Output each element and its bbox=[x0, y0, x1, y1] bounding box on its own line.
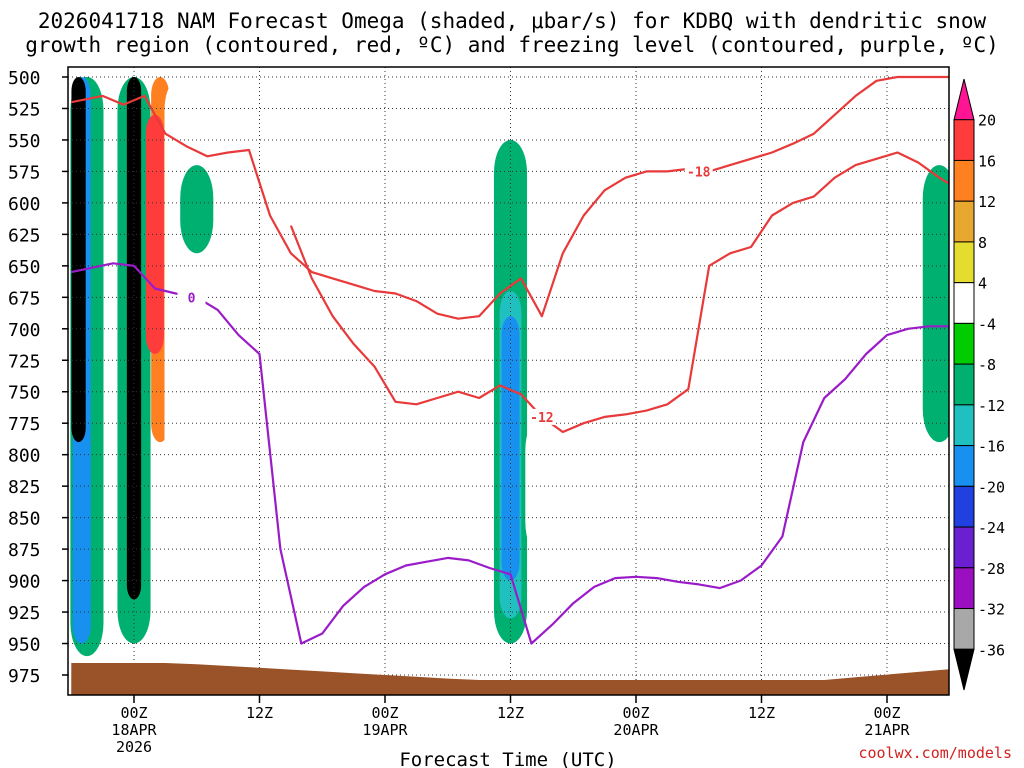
colorbar-swatch bbox=[953, 445, 975, 487]
contour-line-dgz-18c bbox=[71, 75, 949, 320]
omega-shade-region bbox=[126, 77, 142, 600]
omega-shade-region bbox=[337, 77, 371, 279]
x-tick-label: 00Z bbox=[873, 704, 900, 722]
x-tick-label: 00Z bbox=[622, 704, 649, 722]
chart-title-line2: growth region (contoured, red, ºC) and f… bbox=[25, 33, 999, 57]
y-tick-label: 650 bbox=[8, 257, 41, 278]
y-tick-label: 600 bbox=[8, 194, 41, 215]
x-tick-label: 00Z bbox=[120, 704, 147, 722]
y-tick-label: 775 bbox=[8, 414, 41, 435]
colorbar-tick-label: -20 bbox=[978, 478, 1005, 496]
y-tick-label: 500 bbox=[8, 68, 41, 89]
omega-shade-region bbox=[180, 165, 214, 254]
colorbar-tick-label: -12 bbox=[978, 397, 1005, 415]
contour-line-freezing-level-0c bbox=[71, 262, 949, 645]
colorbar-swatch bbox=[953, 200, 975, 243]
colorbar-swatch bbox=[953, 363, 975, 406]
y-tick-label: 850 bbox=[8, 509, 41, 530]
x-tick-label: 12Z bbox=[246, 704, 273, 722]
y-tick-label: 875 bbox=[8, 540, 41, 561]
omega-shade-region bbox=[501, 316, 520, 581]
y-tick-label: 800 bbox=[8, 446, 41, 467]
contour-label: -18 bbox=[687, 165, 711, 180]
omega-shade-region bbox=[279, 215, 313, 354]
colorbar-top-arrow bbox=[953, 78, 975, 121]
x-tick-label: 2026 bbox=[116, 738, 152, 756]
contour-label-bg bbox=[177, 289, 206, 306]
colorbar-tick-label: -32 bbox=[978, 601, 1005, 619]
y-tick-label: 900 bbox=[8, 572, 41, 593]
contour-label: -12 bbox=[530, 411, 553, 426]
x-tick-label: 12Z bbox=[497, 704, 524, 722]
colorbar-bottom-arrow bbox=[953, 648, 975, 691]
colorbar-tick-label: -24 bbox=[978, 519, 1005, 537]
x-tick-label: 21APR bbox=[864, 721, 910, 739]
colorbar-swatch bbox=[953, 404, 975, 447]
contour-label-bg bbox=[684, 163, 713, 180]
colorbar-tick-label: -4 bbox=[978, 315, 996, 333]
colorbar-tick-label: 8 bbox=[978, 234, 987, 252]
x-tick-label: 20APR bbox=[613, 721, 659, 739]
plot-frame bbox=[67, 66, 950, 696]
omega-shade-region bbox=[216, 77, 250, 279]
x-tick-label: 18APR bbox=[111, 721, 157, 739]
y-tick-label: 825 bbox=[8, 477, 41, 498]
contour-label-bg bbox=[527, 408, 556, 425]
y-tick-label: 925 bbox=[8, 603, 41, 624]
colorbar-swatch bbox=[953, 159, 975, 202]
colorbar-swatch bbox=[953, 526, 975, 569]
colorbar-swatch bbox=[953, 608, 975, 650]
colorbar-tick-label: 16 bbox=[978, 152, 996, 170]
terrain-ground bbox=[71, 663, 949, 695]
colorbar-swatch bbox=[953, 485, 975, 528]
omega-shade-region bbox=[478, 77, 512, 128]
x-tick-label: 00Z bbox=[371, 704, 398, 722]
y-tick-label: 625 bbox=[8, 225, 41, 246]
omega-shade-region bbox=[145, 114, 164, 354]
y-tick-label: 975 bbox=[8, 666, 41, 687]
y-tick-label: 700 bbox=[8, 320, 41, 341]
contour-label: 0 bbox=[188, 291, 196, 306]
colorbar-tick-label: 4 bbox=[978, 275, 987, 293]
y-tick-label: 950 bbox=[8, 635, 41, 656]
colorbar-tick-label: -8 bbox=[978, 356, 996, 374]
colorbar-tick-label: 12 bbox=[978, 193, 996, 211]
credit-text: coolwx.com/models bbox=[858, 744, 1012, 762]
contour-line-dgz-12c bbox=[289, 151, 949, 434]
colorbar-swatch bbox=[953, 241, 975, 284]
colorbar-swatch bbox=[953, 119, 975, 161]
colorbar-legend: 20 16 12 8 4 -4 -8 -12 -16 -20 -24 -28 -32 -36 bbox=[953, 78, 1005, 691]
colorbar-tick-label: 20 bbox=[978, 112, 996, 130]
colorbar-tick-label: -36 bbox=[978, 641, 1005, 659]
omega-shade-region bbox=[71, 77, 86, 443]
colorbar-swatch bbox=[953, 322, 975, 365]
y-tick-label: 725 bbox=[8, 351, 41, 372]
omega-shade-region bbox=[525, 416, 559, 556]
colorbar-tick-label: -28 bbox=[978, 560, 1005, 578]
y-tick-label: 525 bbox=[8, 99, 41, 120]
colorbar-tick-label: -16 bbox=[978, 438, 1005, 456]
colorbar-swatch bbox=[953, 282, 975, 324]
omega-shade-region bbox=[922, 165, 949, 443]
x-tick-label: 12Z bbox=[748, 704, 775, 722]
y-tick-label: 550 bbox=[8, 131, 41, 152]
y-tick-label: 750 bbox=[8, 383, 41, 404]
y-tick-label: 575 bbox=[8, 162, 41, 183]
y-tick-label: 675 bbox=[8, 288, 41, 309]
x-axis-label: Forecast Time (UTC) bbox=[399, 749, 616, 768]
chart-title-line1: 2026041718 NAM Forecast Omega (shaded, μ… bbox=[37, 9, 987, 33]
colorbar-swatch bbox=[953, 567, 975, 610]
x-tick-label: 19APR bbox=[362, 721, 408, 739]
